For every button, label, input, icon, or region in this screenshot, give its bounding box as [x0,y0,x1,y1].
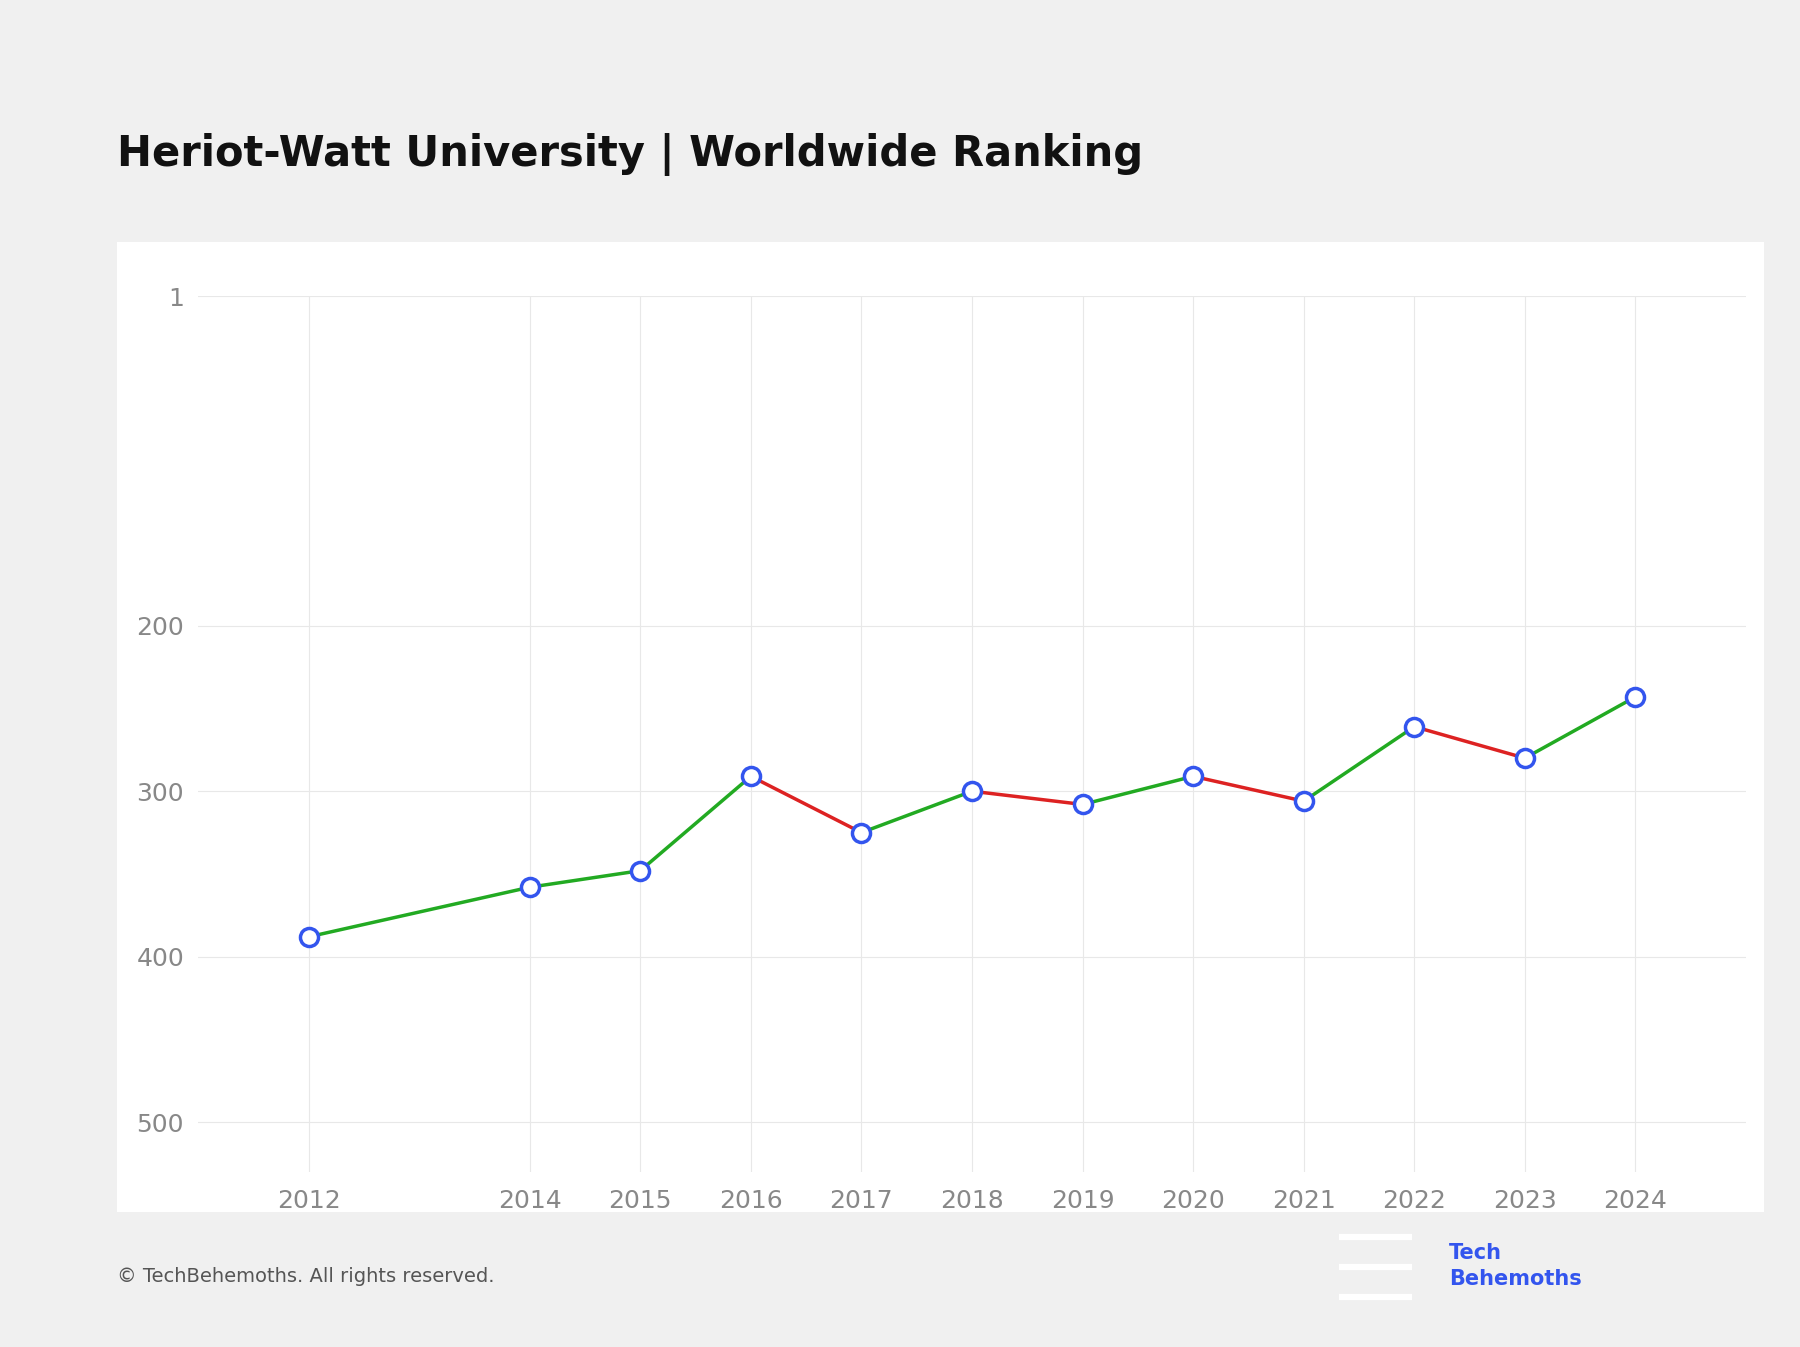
Text: Heriot-Watt University | Worldwide Ranking: Heriot-Watt University | Worldwide Ranki… [117,133,1143,176]
Text: © TechBehemoths. All rights reserved.: © TechBehemoths. All rights reserved. [117,1268,495,1286]
Text: Tech
Behemoths: Tech Behemoths [1449,1243,1582,1289]
